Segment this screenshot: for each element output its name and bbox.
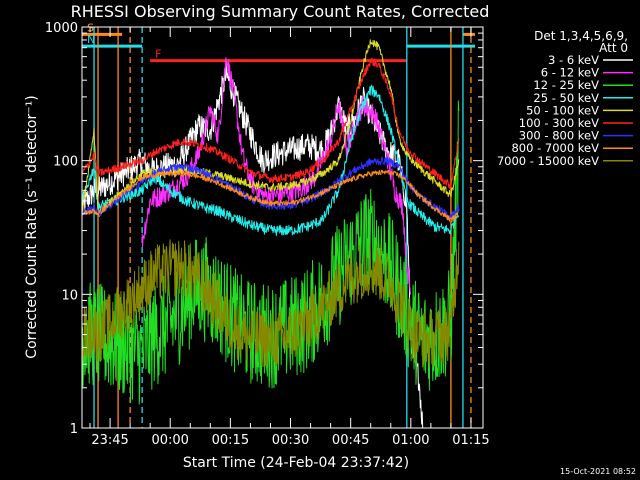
axes: 1 10 100 1000 23:45 00:00 00:15 00:30 00:45 01:00… — [45, 21, 490, 448]
legend-label-7: 800 - 7000 keV — [511, 141, 599, 155]
y-tick-label-2: 100 — [53, 155, 78, 170]
x-axis-label: Start Time (24-Feb-04 23:37:42) — [183, 455, 409, 471]
x-tick-label-2: 00:15 — [212, 433, 249, 448]
y-axis-label: Corrected Count Rate (s⁻¹ detector⁻¹) — [24, 95, 40, 358]
series-line-7 — [81, 169, 460, 223]
chart-title: RHESSI Observing Summary Count Rates, Co… — [71, 2, 490, 21]
series-line-2 — [81, 100, 460, 405]
legend-label-6: 300 - 800 keV — [519, 129, 599, 143]
legend-label-8: 7000 - 15000 keV — [497, 154, 599, 168]
timestamp: 15-Oct-2021 08:52 — [560, 467, 636, 476]
legend-label-3: 25 - 50 keV — [533, 91, 599, 105]
y-tick-label-3: 1000 — [45, 21, 78, 36]
legend-label-1: 6 - 12 keV — [541, 66, 599, 80]
flag-label-n: N — [87, 33, 95, 46]
x-tick-label-5: 01:00 — [392, 433, 429, 448]
legend-label-5: 100 - 300 keV — [519, 116, 599, 130]
series-line-5 — [81, 57, 460, 189]
x-tick-label-4: 00:45 — [332, 433, 369, 448]
legend-header-line2: Att 0 — [599, 41, 628, 55]
x-tick-label-3: 00:30 — [272, 433, 309, 448]
x-tick-label-0: 23:45 — [91, 433, 128, 448]
plot-frame — [81, 26, 484, 429]
x-tick-label-1: 00:00 — [151, 433, 188, 448]
series-line-3 — [81, 84, 460, 237]
legend-label-4: 50 - 100 keV — [526, 103, 599, 117]
x-tick-label-6: 01:15 — [452, 433, 489, 448]
flag-label-f: F — [155, 48, 161, 61]
y-tick-label-1: 10 — [61, 288, 78, 303]
y-tick-label-0: 1 — [70, 422, 78, 437]
series-group — [81, 39, 460, 429]
legend-label-0: 3 - 6 keV — [548, 53, 599, 67]
legend-label-2: 12 - 25 keV — [533, 78, 599, 92]
series-line-1 — [141, 57, 412, 295]
series-line-8 — [81, 239, 460, 369]
legend-header-line1: Det 1,3,4,5,6,9, — [534, 29, 628, 43]
